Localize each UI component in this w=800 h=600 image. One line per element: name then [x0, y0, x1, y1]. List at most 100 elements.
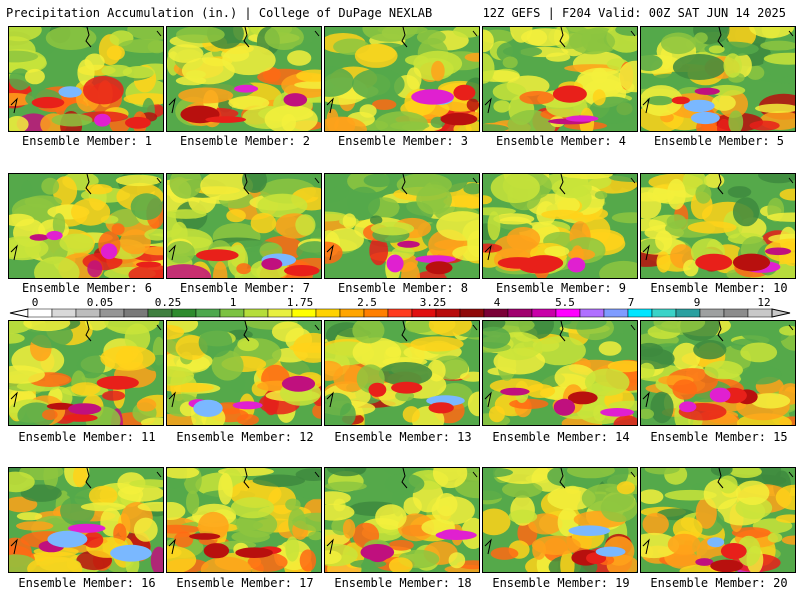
ensemble-member-caption: Ensemble Member: 5	[653, 134, 785, 148]
ensemble-member-caption: Ensemble Member: 19	[492, 576, 630, 590]
colorbar-swatch	[555, 308, 581, 318]
colorbar-swatch	[219, 308, 245, 318]
precip-field	[641, 468, 795, 572]
precip-field	[483, 321, 637, 425]
precip-field	[483, 174, 637, 278]
colorbar-swatch	[339, 308, 365, 318]
coastline-outline	[642, 27, 794, 114]
colorbar-tick-label: 1	[229, 296, 237, 309]
ensemble-member-caption: Ensemble Member: 11	[18, 430, 156, 444]
ensemble-panel-7	[166, 173, 322, 279]
ensemble-panel-6	[8, 173, 164, 279]
coastline-outline	[642, 468, 794, 555]
colorbar-swatch	[459, 308, 485, 318]
coastline-outline	[484, 468, 636, 555]
colorbar-swatch	[75, 308, 101, 318]
colorbar-swatch	[147, 308, 173, 318]
colorbar-swatch	[483, 308, 509, 318]
colorbar-swatch	[27, 308, 53, 318]
colorbar-swatch	[315, 308, 341, 318]
ensemble-panel-11	[8, 320, 164, 426]
ensemble-member-caption: Ensemble Member: 8	[337, 281, 469, 295]
colorbar-swatch	[603, 308, 629, 318]
colorbar-swatch	[51, 308, 77, 318]
ensemble-member-caption: Ensemble Member: 15	[650, 430, 788, 444]
ensemble-panel-2	[166, 26, 322, 132]
colorbar-tick-label: 0	[31, 296, 39, 309]
coastline-outline	[642, 174, 794, 261]
colorbar-swatch	[723, 308, 749, 318]
colorbar-tick-label: 5.5	[555, 296, 575, 309]
coastline-outline	[10, 321, 162, 408]
ensemble-panel-17	[166, 467, 322, 573]
ensemble-panel-13	[324, 320, 480, 426]
ensemble-member-caption: Ensemble Member: 14	[492, 430, 630, 444]
ensemble-panel-19	[482, 467, 638, 573]
ensemble-panel-4	[482, 26, 638, 132]
coastline-outline	[168, 27, 320, 114]
ensemble-member-caption: Ensemble Member: 16	[18, 576, 156, 590]
precip-field	[9, 468, 163, 572]
ensemble-member-caption: Ensemble Member: 20	[650, 576, 788, 590]
precip-field	[641, 174, 795, 278]
map-title: Precipitation Accumulation (in.) | Colle…	[6, 6, 433, 20]
colorbar-swatch	[675, 308, 701, 318]
precip-field	[167, 321, 321, 425]
colorbar-swatch	[627, 308, 653, 318]
colorbar-swatch	[267, 308, 293, 318]
ensemble-panel-18	[324, 467, 480, 573]
coastline-outline	[326, 174, 478, 261]
ensemble-panel-5	[640, 26, 796, 132]
ensemble-panel-20	[640, 467, 796, 573]
colorbar-tick-label: 3.25	[419, 296, 447, 309]
colorbar-swatch	[171, 308, 197, 318]
coastline-outline	[10, 27, 162, 114]
colorbar-min-arrow	[9, 308, 29, 318]
coastline-outline	[10, 468, 162, 555]
precip-field	[167, 468, 321, 572]
colorbar-tick-label: 0.25	[154, 296, 182, 309]
precip-field	[167, 27, 321, 131]
ensemble-member-caption: Ensemble Member: 12	[176, 430, 314, 444]
precip-field	[483, 468, 637, 572]
ensemble-member-caption: Ensemble Member: 17	[176, 576, 314, 590]
colorbar-tick-label: 2.5	[357, 296, 377, 309]
precip-field	[9, 174, 163, 278]
colorbar-swatch	[651, 308, 677, 318]
ensemble-member-caption: Ensemble Member: 4	[495, 134, 627, 148]
ensemble-member-caption: Ensemble Member: 9	[495, 281, 627, 295]
colorbar-tick-label: 1.75	[286, 296, 314, 309]
precip-field	[9, 27, 163, 131]
ensemble-panel-15	[640, 320, 796, 426]
colorbar-swatch	[363, 308, 389, 318]
colorbar-swatch	[411, 308, 437, 318]
coastline-outline	[484, 27, 636, 114]
ensemble-panel-9	[482, 173, 638, 279]
coastline-outline	[326, 468, 478, 555]
precip-field	[483, 27, 637, 131]
precip-field	[325, 321, 479, 425]
colorbar-swatch	[579, 308, 605, 318]
ensemble-member-caption: Ensemble Member: 6	[21, 281, 153, 295]
ensemble-panel-8	[324, 173, 480, 279]
coastline-outline	[642, 321, 794, 408]
colorbar-swatch	[507, 308, 533, 318]
precip-field	[325, 27, 479, 131]
ensemble-member-caption: Ensemble Member: 10	[650, 281, 788, 295]
coastline-outline	[10, 174, 162, 261]
colorbar-tick-label: 7	[627, 296, 635, 309]
ensemble-member-caption: Ensemble Member: 2	[179, 134, 311, 148]
run-valid-time: 12Z GEFS | F204 Valid: 00Z SAT JUN 14 20…	[482, 6, 786, 20]
precip-field	[641, 321, 795, 425]
colorbar-swatch	[531, 308, 557, 318]
ensemble-member-caption: Ensemble Member: 13	[334, 430, 472, 444]
precip-field	[9, 321, 163, 425]
ensemble-panel-1	[8, 26, 164, 132]
coastline-outline	[484, 174, 636, 261]
colorbar-swatch	[747, 308, 773, 318]
coastline-outline	[168, 174, 320, 261]
ensemble-panel-10	[640, 173, 796, 279]
colorbar-swatch	[123, 308, 149, 318]
colorbar-swatch	[435, 308, 461, 318]
